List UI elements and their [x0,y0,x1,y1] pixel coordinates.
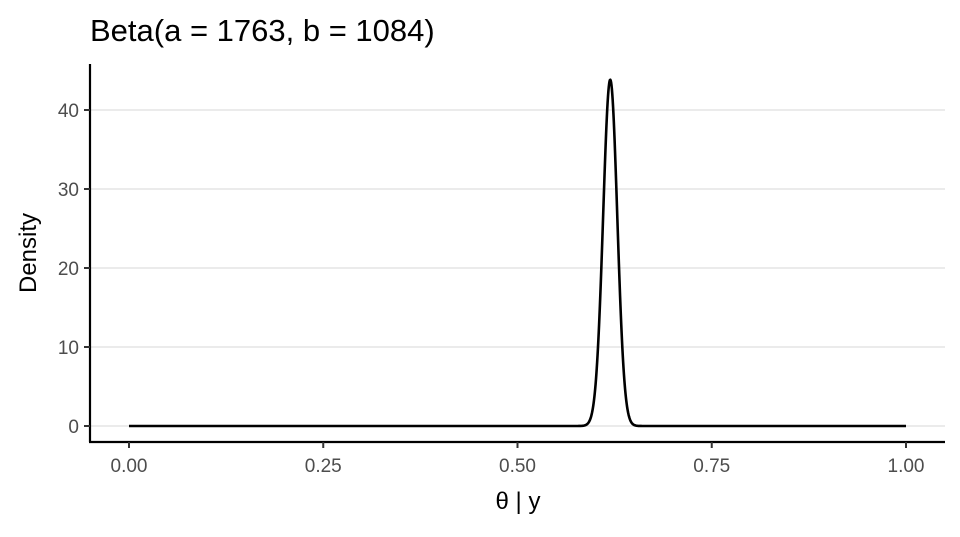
y-tick-label-40: 40 [58,101,79,122]
y-tick-label-30: 30 [58,180,79,201]
x-tick-label-0.50: 0.50 [499,456,536,477]
y-tick-label-20: 20 [58,259,79,280]
x-axis-ticks: 0.00 0.25 0.50 0.75 1.00 [111,442,925,477]
x-tick-label-0.25: 0.25 [305,456,342,477]
x-tick-label-0.00: 0.00 [111,456,148,477]
y-tick-label-10: 10 [58,338,79,359]
y-gridlines [90,109,945,427]
x-tick-label-1.00: 1.00 [888,456,925,477]
y-axis-ticks: 0 10 20 30 40 [58,101,90,438]
density-curve [128,78,907,428]
y-tick-label-0: 0 [68,417,79,438]
y-axis-label: Density [15,213,42,293]
x-tick-label-0.75: 0.75 [693,456,730,477]
x-axis-label: θ | y [496,488,541,515]
chart-title: Beta(a = 1763, b = 1084) [90,13,435,48]
